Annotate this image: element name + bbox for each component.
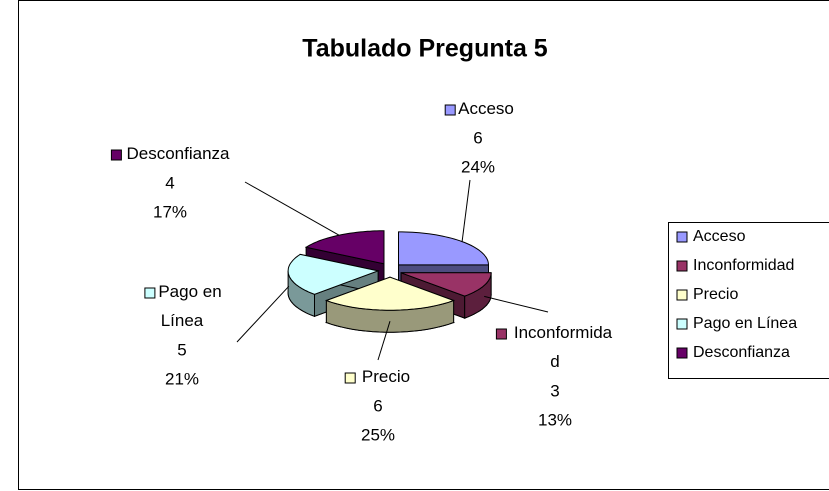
legend-marker xyxy=(676,289,688,301)
label-line: Precio xyxy=(362,367,410,386)
legend-marker xyxy=(676,231,688,243)
data-label-name: Desconfianza xyxy=(126,144,230,163)
leader-line xyxy=(377,321,391,361)
legend-marker xyxy=(676,347,688,359)
label-marker xyxy=(110,149,122,161)
legend xyxy=(668,222,829,379)
data-label-value: 6 xyxy=(473,128,482,147)
label-line: d xyxy=(550,352,559,371)
data-label-name: Precio xyxy=(362,367,410,386)
data-label-name: Pago en Línea xyxy=(158,282,221,330)
leader-line xyxy=(236,285,290,343)
data-label-value: 6 xyxy=(373,396,382,415)
data-label-percent: 24% xyxy=(461,157,495,176)
label-line: Desconfianza xyxy=(126,144,230,163)
leader-line xyxy=(484,295,549,313)
legend-label: Acceso xyxy=(693,228,746,245)
data-label-value: 5 xyxy=(177,340,186,359)
data-label-name: Inconformida d xyxy=(514,323,613,371)
label-line: Línea xyxy=(161,311,204,330)
chart-title: Tabulado Pregunta 5 xyxy=(302,35,547,63)
data-label-percent: 17% xyxy=(153,202,187,221)
slice xyxy=(324,276,456,311)
data-label-value: 3 xyxy=(550,381,559,400)
legend-label: Desconfianza xyxy=(693,344,790,361)
label-marker xyxy=(144,287,156,299)
label-marker xyxy=(495,328,507,340)
leader-line xyxy=(244,181,340,236)
slice xyxy=(287,253,380,295)
legend-marker xyxy=(676,318,688,330)
legend-label: Pago en Línea xyxy=(693,315,797,332)
data-label-percent: 21% xyxy=(165,369,199,388)
legend-marker xyxy=(676,260,688,272)
legend-label: Inconformidad xyxy=(693,257,794,274)
legend-label: Precio xyxy=(693,286,738,303)
data-label-percent: 13% xyxy=(538,410,572,429)
label-marker xyxy=(444,104,456,116)
pie xyxy=(287,230,492,333)
leader-line xyxy=(461,179,471,242)
label-line: Acceso xyxy=(458,99,514,118)
label-line: Pago en xyxy=(158,282,221,301)
data-label-percent: 25% xyxy=(361,425,395,444)
label-line: Inconformida xyxy=(514,323,613,342)
data-label-value: 4 xyxy=(165,173,174,192)
label-marker xyxy=(344,372,356,384)
slice xyxy=(400,272,492,297)
data-label-name: Acceso xyxy=(458,99,514,118)
